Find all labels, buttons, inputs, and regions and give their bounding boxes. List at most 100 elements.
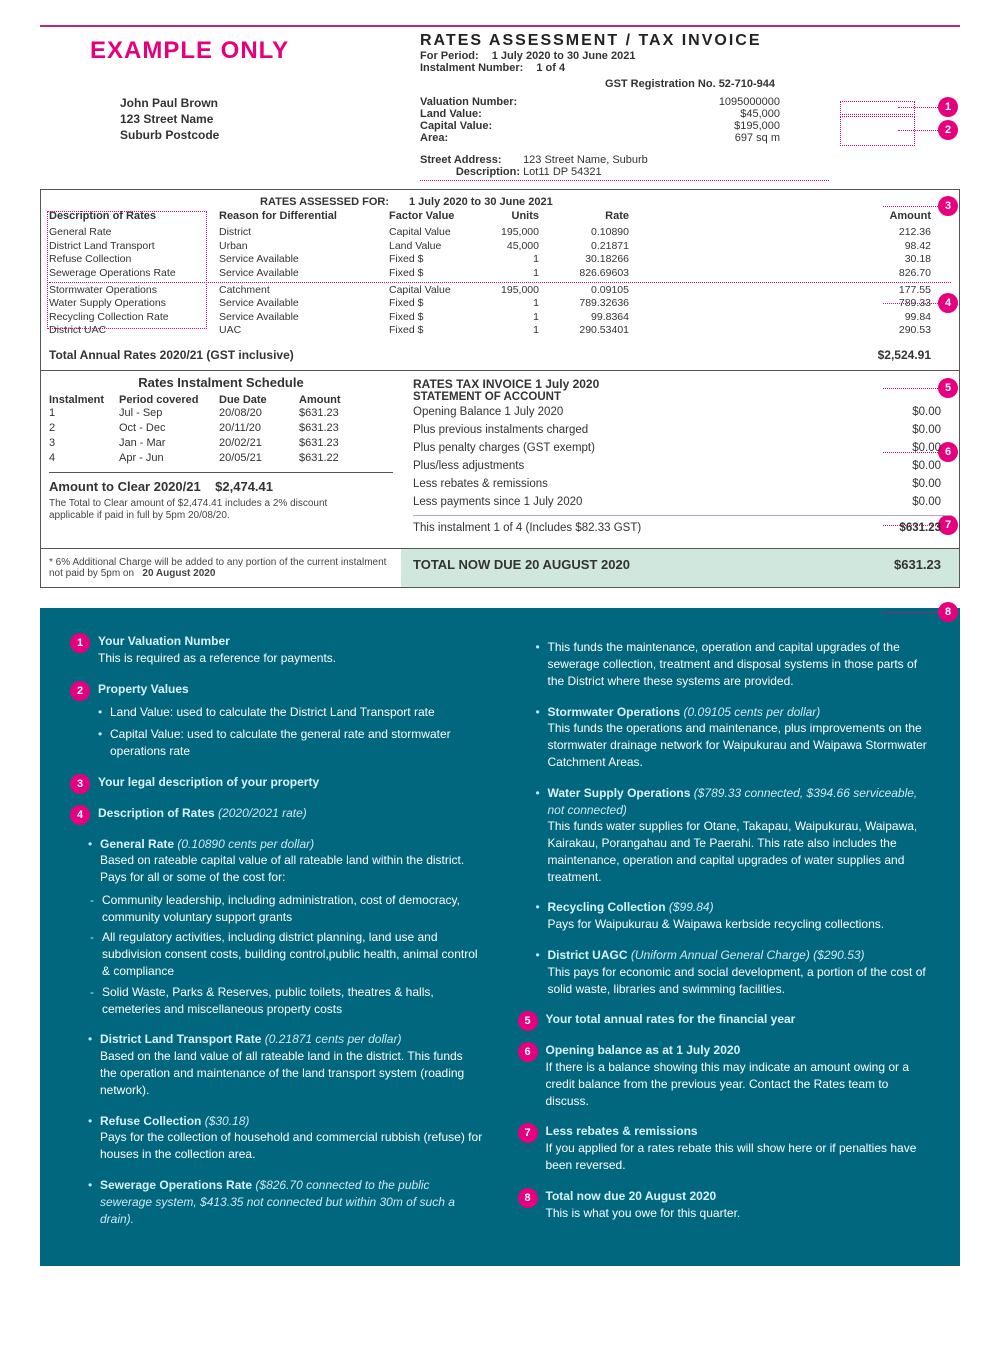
uagc-detail: District UAGC (Uniform Annual General Ch… [518, 947, 931, 997]
water-body: This funds water supplies for Otane, Tak… [548, 819, 918, 883]
refuse-detail: Refuse Collection ($30.18) Pays for the … [70, 1113, 483, 1163]
explain-right-col: This funds the maintenance, operation an… [518, 633, 931, 1241]
rates-assessed-for-label: RATES ASSESSED FOR: [49, 196, 389, 208]
instalment-label: Instalment Number: [420, 62, 523, 74]
dlt-sub: (0.21871 cents per dollar) [265, 1032, 402, 1046]
refuse-title: Refuse Collection [100, 1114, 201, 1128]
total-due-label: TOTAL NOW DUE 20 August 2020 [413, 557, 851, 579]
explain-tail-item: 7Less rebates & remissionsIf you applied… [518, 1123, 931, 1173]
pink-outline-valuation [840, 101, 915, 115]
sched-col-due: Due Date [219, 394, 299, 406]
street-address-label: Street Address: [420, 154, 520, 166]
valuation-row: Valuation Number:1095000000 [420, 96, 840, 108]
amount-clear-note: The Total to Clear amount of $2,474.41 i… [49, 498, 369, 523]
amount-to-clear: Amount to Clear 2020/21 $2,474.41 [49, 472, 393, 494]
street-address-block: Street Address: 123 Street Name, Suburb … [420, 154, 860, 181]
total-annual-label: Total Annual Rates 2020/21 (GST inclusiv… [49, 348, 529, 362]
dlt-body: Based on the land value of all rateable … [100, 1049, 464, 1097]
sewerage-detail: Sewerage Operations Rate ($826.70 connec… [70, 1177, 483, 1227]
explain-item: 4Description of Rates (2020/2021 rate) [70, 805, 483, 822]
statement-title-2: STATEMENT OF ACCOUNT [413, 391, 951, 403]
top-border [40, 25, 960, 27]
statement-row: Plus penalty charges (GST exempt)$0.00 [413, 439, 951, 457]
statement-lines: Opening Balance 1 July 2020$0.00Plus pre… [413, 403, 951, 511]
water-detail: Water Supply Operations ($789.33 connect… [518, 785, 931, 886]
col-amount: Amount [629, 210, 951, 222]
amount-clear-label: Amount to Clear 2020/21 [49, 479, 201, 494]
col-reason: Reason for Differential [219, 210, 389, 222]
description-label: Description: [420, 166, 520, 178]
refuse-sub: ($30.18) [205, 1114, 250, 1128]
recycling-detail: Recycling Collection ($99.84) Pays for W… [518, 899, 931, 933]
general-rate-bullet: General Rate (0.10890 cents per dollar) … [88, 836, 483, 886]
water-title: Water Supply Operations [548, 786, 691, 800]
example-stamp: EXAMPLE ONLY [90, 37, 420, 65]
recycling-sub: ($99.84) [669, 900, 714, 914]
dotted-underline [420, 180, 829, 181]
explain-item: 1Your Valuation NumberThis is required a… [70, 633, 483, 667]
period-line: For Period: 1 July 2020 to 30 June 2021 [420, 50, 960, 62]
addressee-name: John Paul Brown [120, 95, 420, 111]
amount-clear-value: $2,474.41 [215, 479, 273, 494]
explain-item: 2Property ValuesLand Value: used to calc… [70, 681, 483, 760]
header: EXAMPLE ONLY John Paul Brown 123 Street … [40, 32, 960, 181]
uagc-sub: (Uniform Annual General Charge) ($290.53… [631, 948, 865, 962]
this-instalment-row: This instalment 1 of 4 (Includes $82.33 … [413, 515, 951, 540]
this-instalment-label: This instalment 1 of 4 (Includes $82.33 … [413, 522, 861, 534]
recycling-body: Pays for Waipukurau & Waipawa kerbside r… [548, 917, 885, 931]
storm-body: This funds the operations and maintenanc… [548, 721, 927, 769]
general-rate-intro: Based on rateable capital value of all r… [100, 853, 464, 884]
instalment-value: 1 of 4 [536, 62, 565, 74]
header-left: EXAMPLE ONLY John Paul Brown 123 Street … [40, 32, 420, 181]
sched-col-amount: Amount [299, 394, 369, 406]
general-dash: Community leadership, including administ… [88, 892, 483, 926]
this-instalment-value: $631.23 [861, 522, 951, 534]
street-address-value: 123 Street Name, Suburb [523, 154, 648, 166]
statement-row: Plus previous instalments charged$0.00 [413, 421, 951, 439]
col-rate: Rate [549, 210, 629, 222]
dlt-title: District Land Transport Rate [100, 1032, 261, 1046]
land-label: Land Value: [420, 108, 550, 120]
general-rate-title: General Rate [100, 837, 174, 851]
bottom-flex: * 6% Additional Charge will be added to … [41, 548, 959, 587]
explain-tail-item: 8Total now due 20 August 2020This is wha… [518, 1188, 931, 1222]
statement-row: Plus/less adjustments$0.00 [413, 457, 951, 475]
land-value: $45,000 [550, 108, 840, 120]
schedule-row: 4Apr - Jun20/05/21$631.22 [49, 451, 393, 466]
explanation-panel: 1Your Valuation NumberThis is required a… [40, 608, 960, 1266]
rates-assessed-for-period: 1 July 2020 to 30 June 2021 [389, 196, 951, 208]
storm-sub: (0.09105 cents per dollar) [684, 705, 821, 719]
sewerage-title: Sewerage Operations Rate [100, 1178, 252, 1192]
period-label: For Period: [420, 50, 479, 62]
storm-detail: Stormwater Operations (0.09105 cents per… [518, 704, 931, 771]
recycling-title: Recycling Collection [548, 900, 666, 914]
callout-badge-8: 8 [938, 602, 958, 622]
statement-row: Opening Balance 1 July 2020$0.00 [413, 403, 951, 421]
explain-item: 3Your legal description of your property [70, 774, 483, 791]
surcharge-text: * 6% Additional Charge will be added to … [49, 557, 386, 579]
capital-value: $195,000 [550, 120, 840, 132]
total-due-row: TOTAL NOW DUE 20 August 2020 $631.23 [401, 548, 959, 587]
general-dash: All regulatory activities, including dis… [88, 929, 483, 979]
statement-title-1: RATES TAX INVOICE 1 July 2020 [413, 377, 951, 391]
explain-tail-item: 6Opening balance as at 1 July 2020If the… [518, 1042, 931, 1109]
schedule-header: Instalment Period covered Due Date Amoun… [49, 394, 393, 406]
general-rate-sub: (0.10890 cents per dollar) [177, 837, 314, 851]
capital-label: Capital Value: [420, 120, 550, 132]
description-value: Lot11 DP 54321 [523, 166, 602, 178]
statement-of-account: RATES TAX INVOICE 1 July 2020 STATEMENT … [401, 370, 959, 548]
instalment-schedule: Rates Instalment Schedule Instalment Per… [41, 370, 401, 548]
area-label: Area: [420, 132, 550, 144]
gst-registration: GST Registration No. 52-710-944 [420, 78, 960, 90]
uagc-body: This pays for economic and social develo… [548, 965, 926, 996]
refuse-body: Pays for the collection of household and… [100, 1130, 482, 1161]
schedule-row: 3Jan - Mar20/02/21$631.23 [49, 436, 393, 451]
sewerage-body: This funds the maintenance, operation an… [548, 640, 918, 688]
statement-row: Less rebates & remissions$0.00 [413, 475, 951, 493]
period-value: 1 July 2020 to 30 June 2021 [492, 50, 636, 62]
sewerage-cont: This funds the maintenance, operation an… [518, 639, 931, 689]
col-units: Units [479, 210, 549, 222]
pink-outline-desc-column [47, 211, 207, 329]
general-dash: Solid Waste, Parks & Reserves, public to… [88, 984, 483, 1018]
uagc-title: District UAGC [548, 948, 628, 962]
